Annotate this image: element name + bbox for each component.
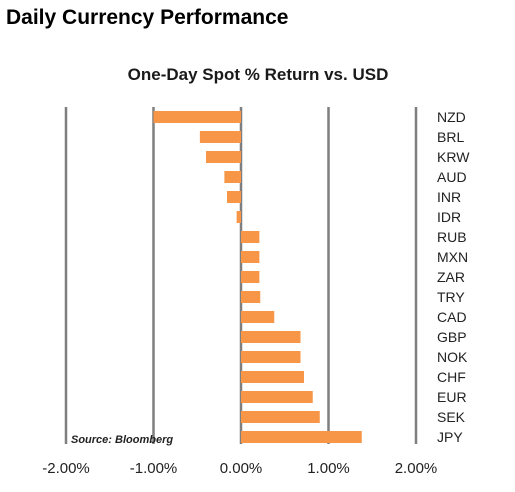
- bar-mxn: [241, 251, 260, 263]
- source-note: Source: Bloomberg: [71, 434, 173, 446]
- category-label-sek: SEK: [437, 409, 466, 425]
- bars: [153, 111, 362, 443]
- category-label-aud: AUD: [437, 169, 467, 185]
- page-title: Daily Currency Performance: [6, 6, 289, 29]
- category-label-mxn: MXN: [437, 249, 468, 265]
- category-label-gbp: GBP: [437, 329, 467, 345]
- category-label-chf: CHF: [437, 369, 466, 385]
- bar-aud: [224, 171, 241, 183]
- bar-krw: [206, 151, 241, 163]
- chart-title: One-Day Spot % Return vs. USD: [128, 65, 389, 84]
- bar-gbp: [241, 331, 301, 343]
- bar-inr: [227, 191, 241, 203]
- category-label-jpy: JPY: [437, 429, 463, 445]
- bar-zar: [241, 271, 260, 283]
- category-label-cad: CAD: [437, 309, 467, 325]
- category-label-rub: RUB: [437, 229, 467, 245]
- category-label-try: TRY: [437, 289, 465, 305]
- category-label-eur: EUR: [437, 389, 467, 405]
- category-label-zar: ZAR: [437, 269, 465, 285]
- bar-idr: [236, 211, 241, 223]
- category-label-inr: INR: [437, 189, 461, 205]
- x-tick-labels: -2.00% -1.00% 0.00% 1.00% 2.00%: [42, 460, 437, 477]
- category-labels: NZD BRL KRW AUD INR IDR RUB MXN ZAR TRY CAD GBP NOK C…: [437, 109, 470, 445]
- category-label-brl: BRL: [437, 129, 464, 145]
- x-tick-label-0: -2.00%: [42, 460, 90, 477]
- x-tick-label-1: -1.00%: [130, 460, 178, 477]
- bar-chf: [241, 371, 304, 383]
- bar-brl: [199, 131, 241, 143]
- bar-nok: [241, 351, 301, 363]
- category-label-krw: KRW: [437, 149, 470, 165]
- bar-jpy: [241, 431, 362, 443]
- x-tick-label-3: 1.00%: [307, 460, 350, 477]
- category-label-nok: NOK: [437, 349, 468, 365]
- category-label-idr: IDR: [437, 209, 461, 225]
- bar-sek: [241, 411, 320, 423]
- x-tick-label-2: 0.00%: [220, 460, 263, 477]
- bar-eur: [241, 391, 313, 403]
- bar-rub: [241, 231, 260, 243]
- bar-try: [241, 291, 261, 303]
- x-tick-label-4: 2.00%: [395, 460, 438, 477]
- bar-nzd: [153, 111, 241, 123]
- bar-cad: [241, 311, 275, 323]
- category-label-nzd: NZD: [437, 109, 466, 125]
